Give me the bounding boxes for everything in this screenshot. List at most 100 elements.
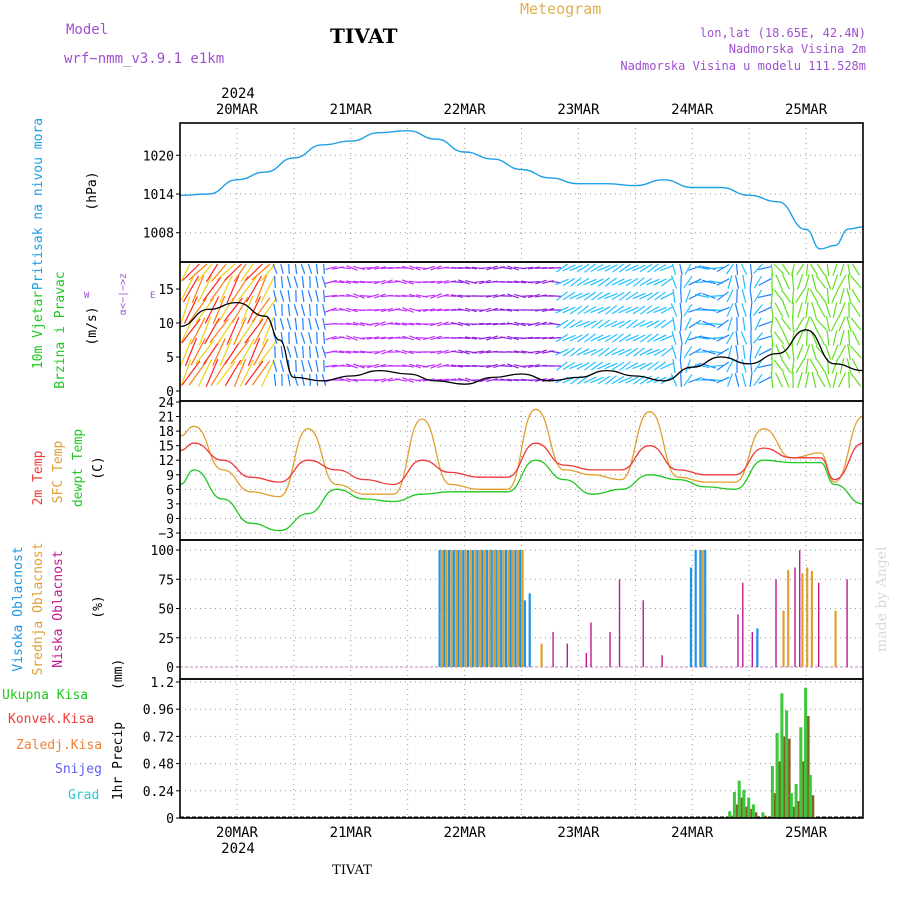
wind-arrow: [556, 361, 568, 371]
cloud-mid-bar: [459, 550, 462, 667]
wind-arrow: [702, 378, 716, 382]
wind-arrow: [280, 275, 284, 289]
pressure-line: [179, 129, 864, 250]
wind-arrow: [272, 263, 278, 274]
wind-arrow: [639, 292, 653, 300]
cloud-low-bar: [642, 600, 644, 667]
wind-arrow: [809, 288, 819, 304]
wind-arrow: [604, 277, 618, 287]
wind-arrow: [240, 295, 254, 325]
wind-arrow: [831, 274, 839, 290]
wind-arrow: [810, 330, 818, 346]
precip-conv-bar: [754, 812, 758, 818]
cloud-low-bar: [618, 579, 621, 668]
wind-arrow: [315, 346, 319, 358]
wind-arrow: [653, 347, 667, 357]
wind-arrow: [188, 263, 208, 281]
wind-arrow: [583, 291, 597, 301]
cloud-mid-bar: [455, 550, 458, 667]
bottom-date-axis: 20MAR 21MAR 22MAR 23MAR 24MAR 25MAR: [216, 825, 828, 841]
cloud-high-bar: [452, 550, 455, 667]
wind-arrow: [422, 294, 436, 298]
precip-ytick-label: 0.72: [143, 730, 174, 745]
wind-arrow: [197, 359, 213, 387]
wind-arrow: [300, 263, 306, 274]
wind-arrow: [346, 350, 358, 354]
wind-arrow: [780, 289, 792, 303]
wind-arrow: [324, 294, 338, 298]
cloud-low-bar: [794, 567, 796, 667]
wind-arrow: [395, 279, 407, 285]
wind-arrow: [569, 292, 583, 300]
wind-arrow: [604, 320, 618, 328]
chart-series: [179, 129, 864, 818]
wind-arrow: [315, 263, 319, 275]
wind-arrow: [188, 297, 208, 323]
wind-arrow: [339, 280, 351, 284]
dewpt-label: dewpt Temp: [71, 429, 86, 507]
wind-arrow: [646, 291, 660, 301]
wind-arrow: [353, 350, 365, 354]
wind-arrow: [198, 316, 212, 346]
wind-arrow: [381, 279, 393, 285]
wind-arrow: [626, 319, 638, 329]
wind-arrow: [555, 348, 569, 356]
legend-snow: Snijeg: [55, 762, 102, 777]
wind-arrow: [402, 265, 414, 271]
precip-conv-bar: [764, 815, 767, 818]
precip-conv-bar: [745, 806, 748, 818]
wind-arrow: [205, 358, 219, 388]
wind-arrow: [851, 263, 861, 276]
wind-arrow: [380, 336, 394, 340]
wind-arrow: [797, 302, 803, 318]
wind-arrow: [500, 378, 512, 382]
cloud-mid-bar: [540, 643, 543, 667]
wind-arrow: [683, 373, 693, 387]
precip-conv-bar: [792, 806, 796, 818]
wind-arrow: [826, 263, 830, 277]
cloud-high-bar: [457, 550, 460, 667]
cloud-high-bar: [528, 593, 531, 667]
wind-arrow: [287, 373, 291, 387]
wind-arrow: [346, 363, 358, 369]
wind-arrow: [750, 316, 752, 332]
wind-arrow: [479, 377, 491, 383]
wind-arrow: [773, 331, 785, 345]
cloud-mid-bar: [701, 550, 704, 667]
wind-arrow: [506, 322, 520, 326]
temp-panel-title: 2m Temp SFC Temp dewpt Temp (C): [31, 429, 106, 507]
precip-conv-bar: [797, 801, 801, 818]
wind-arrow: [660, 334, 674, 342]
wind-arrow: [321, 276, 327, 288]
wind-arrow: [754, 345, 762, 359]
temperature-ytick-label: 3: [166, 498, 174, 513]
wind-arrow: [273, 290, 277, 302]
wind-arrow: [506, 281, 520, 283]
wind-arrow: [465, 377, 477, 383]
precip-ytick-label: 0.24: [143, 785, 174, 800]
wind-arrow: [590, 263, 604, 273]
wind-arrow: [832, 263, 838, 276]
wind-arrow: [639, 263, 653, 273]
wind-arrow: [597, 362, 611, 370]
wind-arrow: [423, 265, 435, 271]
cloud-mid-bar: [782, 610, 785, 667]
wind-arrow: [182, 263, 200, 281]
wind-arrow: [374, 293, 386, 299]
wind-arrow: [180, 338, 192, 366]
wind-arrow: [308, 317, 312, 331]
wind-arrow: [679, 263, 683, 276]
wind-arrow: [429, 280, 443, 284]
wind-arrow: [457, 267, 471, 269]
wind-arrow: [804, 287, 810, 305]
wind-arrow: [562, 264, 576, 272]
wind-arrow: [443, 295, 457, 297]
wind-arrow: [293, 346, 299, 358]
wind-arrow: [321, 346, 327, 358]
wind-arrow: [367, 363, 379, 369]
wind-arrow: [295, 359, 297, 373]
wind-arrow: [826, 330, 830, 346]
wind-arrow: [684, 317, 692, 331]
wind-arrow: [803, 344, 811, 360]
wind-arrow: [366, 336, 380, 340]
